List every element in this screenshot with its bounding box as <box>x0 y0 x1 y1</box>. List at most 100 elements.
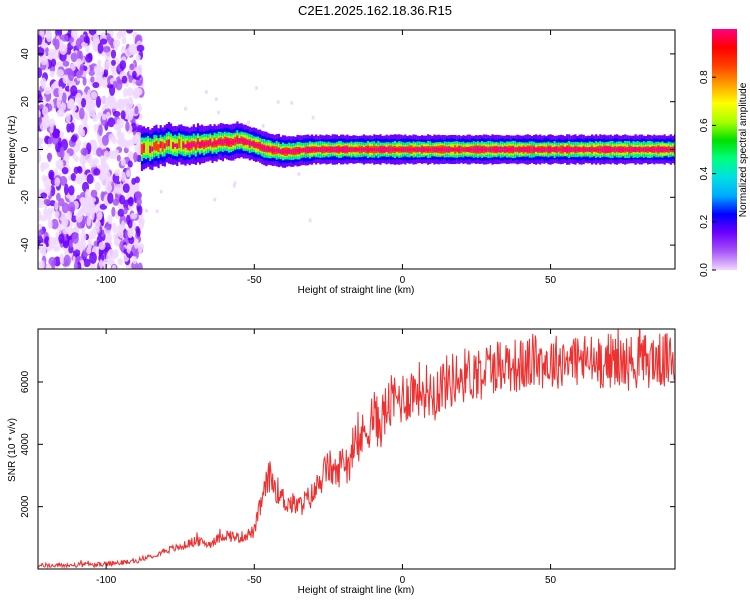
noise-blob <box>135 54 141 61</box>
signal-band-core <box>495 146 498 153</box>
noise-blob <box>43 198 51 205</box>
noise-blob <box>97 59 102 68</box>
signal-band-core <box>584 147 587 152</box>
noise-blob <box>98 124 103 136</box>
signal-band-core <box>304 148 307 152</box>
noise-blob <box>118 228 124 239</box>
noise-blob <box>85 103 92 112</box>
signal-band-core <box>176 143 179 149</box>
noise-blob <box>93 124 99 132</box>
signal-band-core <box>476 146 480 153</box>
noise-blob <box>111 264 117 269</box>
signal-band-core <box>196 141 200 145</box>
noise-blob <box>102 258 110 268</box>
noise-blob <box>83 35 90 44</box>
colorbar-tick-label: 0.0 <box>699 263 710 277</box>
spectrogram-y-axis: -40 -20 0 20 40 <box>20 48 675 252</box>
signal-band-core <box>530 148 534 151</box>
signal-band-core <box>259 143 262 149</box>
noise-blob <box>119 116 124 129</box>
signal-band-mid <box>180 136 183 153</box>
noise-blob <box>74 155 79 163</box>
signal-band-core <box>559 148 563 151</box>
noise-blob <box>117 208 125 217</box>
noise-blob <box>93 168 101 176</box>
noise-blob <box>49 70 55 78</box>
noise-speck <box>255 85 259 90</box>
signal-band-core <box>603 146 606 153</box>
signal-band-core <box>294 148 297 154</box>
signal-band-core <box>665 146 668 153</box>
signal-band-core <box>422 146 426 153</box>
signal-band-core <box>636 148 639 151</box>
signal-band-core <box>217 139 220 145</box>
signal-band-core <box>265 146 268 152</box>
noise-blob <box>95 96 102 108</box>
noise-blob <box>86 246 92 255</box>
signal-band-core <box>537 147 540 152</box>
noise-blob <box>89 160 97 168</box>
noise-blob <box>112 110 121 118</box>
noise-blob <box>45 183 52 193</box>
signal-band-core <box>408 147 411 152</box>
signal-band-core <box>308 147 312 153</box>
noise-blob <box>68 36 75 43</box>
signal-band-core <box>155 140 158 151</box>
noise-blob <box>120 131 125 142</box>
noise-blob <box>54 210 60 218</box>
noise-blob <box>113 41 118 51</box>
signal-band-core <box>551 148 554 151</box>
signal-band-core <box>184 144 187 148</box>
noise-blob <box>48 169 55 180</box>
noise-blob <box>63 183 69 196</box>
signal-band-core <box>493 147 496 152</box>
signal-band-core <box>232 138 235 146</box>
noise-blob <box>125 121 130 132</box>
noise-blob <box>38 93 43 103</box>
signal-band-core <box>248 140 251 147</box>
signal-band-core <box>302 147 305 153</box>
signal-band-core <box>630 147 633 152</box>
signal-band-core <box>541 146 544 153</box>
signal-band-core <box>288 148 291 154</box>
signal-band-core <box>228 139 231 146</box>
signal-band-core <box>221 139 224 145</box>
signal-band-core <box>518 147 521 152</box>
signal-band-core <box>437 148 440 151</box>
noise-blob <box>103 150 110 160</box>
signal-band-core <box>609 146 612 153</box>
signal-band-core <box>298 147 301 154</box>
signal-band-core <box>252 141 256 147</box>
noise-blob <box>131 260 139 269</box>
noise-blob <box>95 71 103 84</box>
noise-blob <box>59 146 65 159</box>
signal-band-core <box>354 147 357 152</box>
noise-blob <box>73 166 79 175</box>
noise-blob <box>40 77 47 89</box>
noise-blob <box>55 192 61 202</box>
noise-blob <box>61 202 70 214</box>
noise-blob <box>68 239 74 248</box>
signal-band-core <box>520 147 523 152</box>
noise-blob <box>126 112 134 121</box>
signal-band-core <box>451 147 455 152</box>
signal-band-core <box>534 147 538 152</box>
noise-blob <box>38 223 43 231</box>
signal-band-core <box>605 146 608 153</box>
spectrogram-x-axis-label: Height of straight line (km) <box>298 285 415 296</box>
signal-band-core <box>300 149 303 152</box>
noise-blob <box>67 201 76 214</box>
signal-band-core <box>356 148 359 151</box>
noise-blob <box>75 38 84 50</box>
noise-blob <box>80 147 89 156</box>
noise-blob <box>96 147 103 157</box>
noise-blob <box>136 44 145 52</box>
noise-blob <box>125 30 134 34</box>
noise-blob <box>70 173 77 182</box>
signal-band-core <box>315 146 318 153</box>
signal-band-core <box>464 148 467 151</box>
noise-blob <box>58 86 64 98</box>
noise-blob <box>117 258 123 266</box>
signal-band-core <box>491 147 494 152</box>
snr-x-axis-label: Height of straight line (km) <box>298 585 415 596</box>
